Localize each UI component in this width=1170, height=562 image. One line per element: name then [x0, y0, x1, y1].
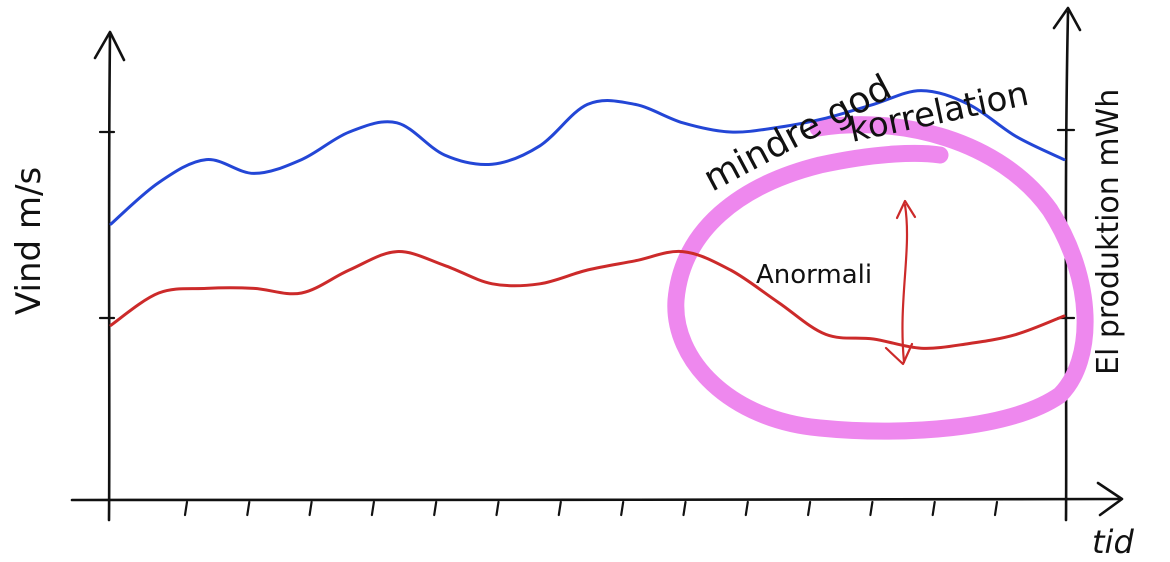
anomaly-arrow-shaft [901, 203, 909, 364]
y-ticks [98, 128, 1076, 320]
axes [70, 6, 1124, 522]
y-axis-right-label: El produktion mWh [1091, 89, 1126, 375]
x-tick [869, 500, 874, 517]
x-tick [620, 500, 625, 517]
x-tick [931, 500, 936, 517]
x-tick [993, 500, 999, 517]
anomaly-arrow-head-top [895, 199, 917, 220]
x-tick [370, 500, 375, 517]
series-line-2 [109, 249, 1066, 350]
series-line-1 [109, 89, 1066, 226]
x-tick [183, 500, 189, 517]
x-tick [308, 500, 313, 517]
right-y-axis-arrowhead [1052, 6, 1082, 32]
series-layer [109, 89, 1066, 350]
x-tick [433, 500, 438, 517]
anomaly-arrow [884, 199, 917, 366]
anomaly-arrow-head-bottom [884, 342, 914, 366]
y-axis-left-label: Vind m/s [9, 167, 49, 315]
annotation-anomaly-label: Anormali [756, 260, 872, 290]
x-tick [682, 500, 687, 517]
x-axis-label: tid [1092, 523, 1134, 561]
x-axis [70, 497, 1122, 502]
left-y-axis-arrowhead [93, 30, 126, 62]
x-tick [744, 500, 749, 517]
highlight-circle [667, 116, 1094, 440]
x-tick [557, 500, 562, 517]
right-y-axis [1064, 10, 1070, 522]
x-tick [246, 500, 251, 517]
x-ticks [183, 500, 999, 517]
x-axis-arrowhead [1096, 481, 1124, 517]
x-tick [807, 500, 812, 517]
x-tick [495, 500, 500, 517]
left-y-axis [107, 33, 112, 522]
